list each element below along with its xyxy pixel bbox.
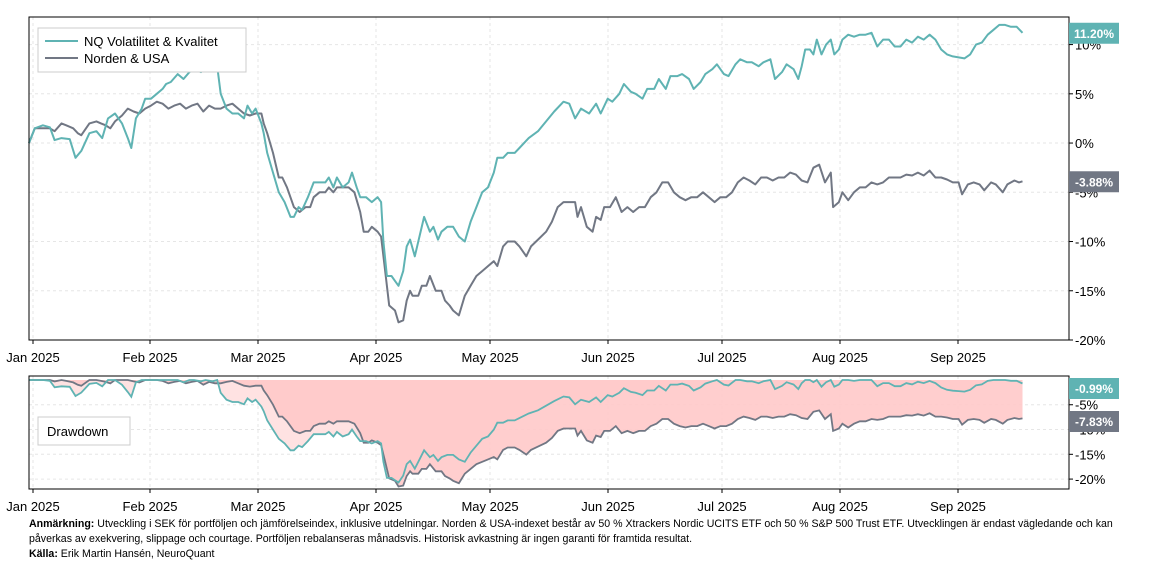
y-tick-label: -5%: [1075, 398, 1099, 413]
legend-label-norden: Norden & USA: [84, 51, 170, 66]
x-tick-label: Apr 2025: [350, 350, 403, 365]
y-tick-label: 5%: [1075, 87, 1094, 102]
x-tick-label: Aug 2025: [812, 350, 868, 365]
note-text: Utveckling i SEK för portföljen och jämf…: [29, 518, 1113, 545]
drawdown-legend: Drawdown: [37, 416, 131, 446]
performance-y-axis: 10%5%0%-5%-10%-15%-20%: [1069, 38, 1106, 348]
y-tick-label: -10%: [1075, 235, 1106, 250]
x-tick-label: Jan 2025: [6, 350, 60, 365]
source-label: Källa:: [29, 548, 58, 560]
end-label-norden-box: [1069, 171, 1119, 193]
series-line-norden: [28, 100, 1023, 324]
x-tick-label: Jul 2025: [697, 350, 746, 365]
footnote-source: Källa: Erik Martin Hansén, NeuroQuant: [29, 547, 1119, 562]
x-tick-label: Sep 2025: [930, 499, 986, 514]
footnote-note: Anmärkning: Utveckling i SEK för portföl…: [29, 517, 1119, 547]
x-tick-label: Feb 2025: [123, 350, 178, 365]
x-tick-label: Mar 2025: [231, 350, 286, 365]
y-tick-label: -15%: [1075, 284, 1106, 299]
drawdown-end-labels: -0.99% -7.83%: [1069, 378, 1119, 432]
drawdown-legend-box: [37, 416, 131, 446]
x-tick-label: Jan 2025: [6, 499, 60, 514]
y-tick-label: -15%: [1075, 447, 1106, 462]
end-label-nq-text: 11.20%: [1074, 27, 1114, 41]
y-tick-label: -20%: [1075, 333, 1106, 348]
drawdown-legend-label: Drawdown: [47, 424, 108, 439]
x-tick-label: Jun 2025: [581, 350, 635, 365]
drawdown-end-label-nq: -0.99%: [1069, 378, 1119, 399]
x-tick-label: Jul 2025: [697, 499, 746, 514]
drawdown-end-label-norden-text: -7.83%: [1075, 415, 1113, 429]
legend-box: [37, 27, 247, 73]
drawdown-plot-frame: [28, 375, 1070, 490]
chart: 10%5%0%-5%-10%-15%-20% Jan 2025 Feb 2025 M…: [6, 16, 1119, 514]
drawdown-areas: [29, 380, 1023, 487]
source-text: Erik Martin Hansén, NeuroQuant: [57, 548, 215, 560]
drawdown-end-label-nq-text: -0.99%: [1075, 382, 1113, 396]
drawdown-lines: [29, 378, 1023, 488]
drawdown-area-norden: [29, 380, 1023, 487]
performance-x-axis: Jan 2025 Feb 2025 Mar 2025 Apr 2025 May 2025…: [6, 340, 986, 365]
legend-label-nq: NQ Volatilitet & Kvalitet: [84, 34, 218, 49]
x-tick-label: Apr 2025: [350, 499, 403, 514]
x-tick-label: Mar 2025: [231, 499, 286, 514]
y-tick-label: -20%: [1075, 472, 1106, 487]
x-tick-label: May 2025: [461, 499, 518, 514]
x-tick-label: Feb 2025: [123, 499, 178, 514]
drawdown-line-nq: [29, 378, 1023, 484]
x-tick-label: Sep 2025: [930, 350, 986, 365]
drawdown-line-norden: [29, 379, 1023, 488]
y-tick-label: 0%: [1075, 136, 1094, 151]
performance-panel: 10%5%0%-5%-10%-15%-20% Jan 2025 Feb 2025 M…: [6, 16, 1119, 365]
end-label-nq: 11.20%: [1069, 22, 1119, 44]
drawdown-end-label-norden-box: [1069, 411, 1119, 432]
drawdown-end-label-nq-box: [1069, 378, 1119, 399]
performance-end-labels: 11.20% -3.88%: [1069, 22, 1119, 193]
x-tick-label: May 2025: [461, 350, 518, 365]
x-tick-label: Aug 2025: [812, 499, 868, 514]
legend: NQ Volatilitet & Kvalitet Norden & USA: [37, 27, 247, 73]
footnote: Anmärkning: Utveckling i SEK för portföl…: [29, 517, 1119, 562]
end-label-nq-box: [1069, 22, 1119, 44]
x-tick-label: Jun 2025: [581, 499, 635, 514]
note-label: Anmärkning:: [29, 518, 95, 530]
drawdown-x-axis: Jan 2025 Feb 2025 Mar 2025 Apr 2025 May 2025…: [6, 489, 986, 514]
end-label-norden-text: -3.88%: [1075, 175, 1113, 189]
end-label-norden: -3.88%: [1069, 171, 1119, 193]
drawdown-end-label-norden: -7.83%: [1069, 411, 1119, 432]
